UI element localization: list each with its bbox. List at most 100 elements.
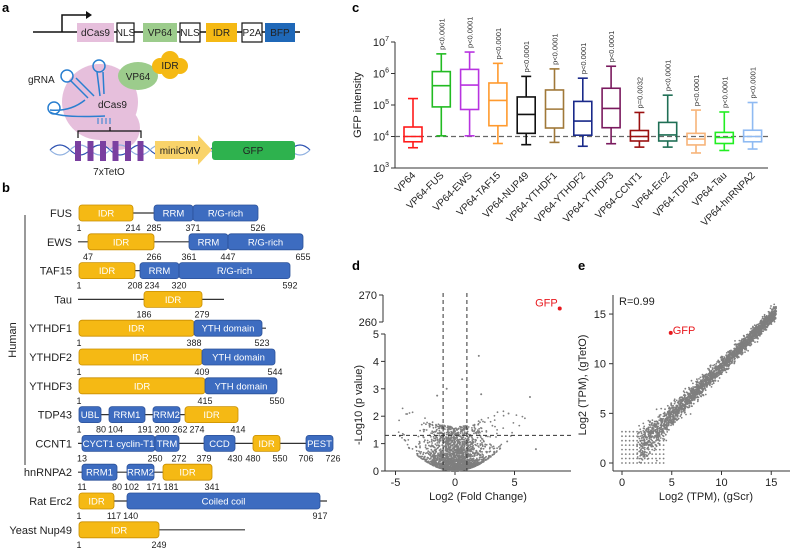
data-point <box>658 453 661 455</box>
data-point <box>457 463 460 465</box>
data-point <box>471 439 474 441</box>
data-point <box>456 459 459 461</box>
panel-label-a: a <box>2 0 10 15</box>
data-point <box>422 428 425 431</box>
outlier-point <box>528 396 531 399</box>
data-point <box>642 455 645 458</box>
data-point <box>645 438 648 441</box>
data-point <box>476 436 479 439</box>
data-point <box>431 460 434 463</box>
data-point <box>452 450 455 453</box>
data-point <box>650 432 652 435</box>
residue-number: 320 <box>171 281 186 291</box>
data-point <box>624 430 627 433</box>
data-point <box>436 439 439 441</box>
residue-number: 80 <box>112 482 122 492</box>
data-point <box>521 415 524 418</box>
data-point <box>436 463 439 466</box>
data-point <box>479 453 481 456</box>
p-value-label: p<0.0001 <box>749 67 758 99</box>
data-point <box>632 439 635 442</box>
data-point <box>658 419 661 421</box>
y-tick-label: 270 <box>359 290 377 302</box>
domain-label: CYCT1 cyclin-T1 <box>83 439 155 450</box>
data-point <box>467 426 470 428</box>
data-point <box>438 444 441 447</box>
data-point <box>473 455 476 457</box>
y-tick-label: 105 <box>373 99 389 112</box>
data-point <box>397 431 400 433</box>
data-point <box>651 453 654 455</box>
data-point <box>423 440 426 443</box>
data-point <box>455 445 458 448</box>
data-point <box>426 421 428 424</box>
p-value-label: p<0.0001 <box>720 76 729 108</box>
data-point <box>460 438 463 441</box>
panel-label-b: b <box>2 180 10 195</box>
box-vp64-ythdf3 <box>601 65 621 145</box>
data-point <box>437 423 440 426</box>
x-axis-label: Log2 (TPM), (gScr) <box>659 491 753 503</box>
data-point <box>447 431 450 434</box>
data-point <box>655 457 657 460</box>
data-point <box>450 462 453 465</box>
tick-base: 10 <box>373 132 385 144</box>
data-point <box>444 459 447 462</box>
data-point <box>491 424 494 427</box>
p-value-label: p<0.0001 <box>551 33 560 65</box>
data-point <box>632 448 635 451</box>
data-point <box>685 413 687 416</box>
residue-number: 249 <box>151 540 166 549</box>
data-point <box>660 407 663 410</box>
data-point <box>474 432 477 434</box>
data-point <box>628 457 631 460</box>
x-tick-label: VP64 <box>393 170 418 195</box>
vp64-shape <box>118 62 158 90</box>
box-vp64-ythdf2 <box>572 77 593 148</box>
protein-name: TDP43 <box>38 410 72 422</box>
residue-number: 1 <box>76 338 81 348</box>
data-point <box>436 425 439 428</box>
data-point <box>472 457 475 460</box>
data-point <box>458 458 461 460</box>
data-point <box>518 424 521 427</box>
x-tick-label: 15 <box>765 477 777 489</box>
data-point <box>471 455 474 458</box>
data-point <box>447 427 450 430</box>
data-point <box>447 444 450 447</box>
construct-segment-p2a <box>241 22 263 43</box>
p-value-label: p<0.0001 <box>522 41 531 73</box>
data-point <box>436 442 439 444</box>
data-point <box>643 425 646 428</box>
data-point <box>445 446 447 449</box>
residue-number: 1 <box>76 425 81 435</box>
residue-number: 266 <box>146 252 161 262</box>
p-value-label: p<0.0001 <box>664 60 673 92</box>
construct-label: IDR <box>213 28 230 39</box>
data-point <box>481 443 483 446</box>
promoter-arrow-icon <box>61 14 86 32</box>
data-point <box>482 439 485 442</box>
data-point <box>439 448 442 450</box>
data-point <box>424 444 427 446</box>
data-point <box>624 462 627 464</box>
data-point <box>444 440 446 443</box>
data-point <box>645 428 648 431</box>
data-point <box>468 464 471 466</box>
data-point <box>430 463 433 466</box>
data-point <box>433 437 436 440</box>
data-point <box>480 427 482 429</box>
data-point <box>437 453 439 455</box>
protein-name: Rat Erc2 <box>29 496 72 508</box>
data-point <box>489 420 492 423</box>
data-point <box>440 465 443 468</box>
data-point <box>432 426 435 429</box>
domain-domain <box>154 434 180 452</box>
data-point <box>485 458 488 461</box>
tick-exponent: 7 <box>385 36 389 43</box>
data-point <box>769 307 772 310</box>
data-point <box>496 411 499 414</box>
residue-number: 415 <box>197 396 212 406</box>
data-point <box>427 460 430 463</box>
